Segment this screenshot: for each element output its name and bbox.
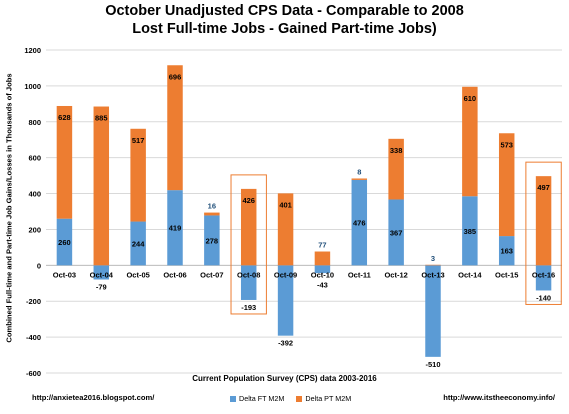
data-label-ft: -43 bbox=[317, 280, 328, 289]
data-label-ft: -140 bbox=[536, 293, 551, 302]
data-label-ft: -510 bbox=[425, 360, 440, 369]
data-label-pt: 696 bbox=[169, 72, 182, 81]
y-tick-label: 0 bbox=[37, 261, 41, 270]
bar-pt bbox=[462, 86, 478, 197]
data-label-ft: 419 bbox=[169, 224, 182, 233]
x-tick-label: Oct-06 bbox=[163, 270, 186, 279]
data-label-ft: 278 bbox=[206, 236, 219, 245]
x-tick-label: Oct-12 bbox=[384, 270, 407, 279]
bar-ft bbox=[535, 265, 552, 291]
y-axis-label: Combined Full-time and Part-time Job Gai… bbox=[4, 73, 14, 343]
x-tick-label: Oct-04 bbox=[90, 270, 114, 279]
y-tick-label: 1000 bbox=[24, 82, 41, 91]
x-tick-label: Oct-03 bbox=[53, 270, 76, 279]
data-label-pt: 610 bbox=[464, 94, 477, 103]
bar-pt bbox=[388, 138, 404, 200]
bar-pt bbox=[204, 212, 220, 216]
x-tick-label: Oct-07 bbox=[200, 270, 223, 279]
y-tick-label: -200 bbox=[26, 297, 41, 306]
data-label-pt: 885 bbox=[95, 114, 108, 123]
data-label-pt: 338 bbox=[390, 146, 403, 155]
data-label-pt: 77 bbox=[318, 241, 326, 250]
x-tick-label: Oct-09 bbox=[274, 270, 297, 279]
bar-ft bbox=[462, 196, 478, 266]
data-label-pt: 8 bbox=[357, 167, 361, 176]
y-tick-label: 1200 bbox=[24, 46, 41, 55]
legend-item-ft: Delta FT M2M bbox=[230, 394, 284, 403]
legend-label-ft: Delta FT M2M bbox=[239, 394, 285, 403]
bar-pt bbox=[498, 133, 515, 237]
bar-ft bbox=[351, 179, 368, 266]
chart-title: October Unadjusted CPS Data - Comparable… bbox=[105, 3, 464, 19]
x-tick-label: Oct-05 bbox=[126, 270, 149, 279]
y-tick-label: 400 bbox=[28, 190, 41, 199]
bar-ft bbox=[498, 236, 515, 266]
y-tick-label: -600 bbox=[26, 369, 41, 378]
x-axis-label: Current Population Survey (CPS) data 200… bbox=[192, 374, 377, 383]
data-label-ft: 476 bbox=[353, 219, 366, 228]
bar-ft bbox=[425, 265, 441, 357]
y-tick-label: -400 bbox=[26, 333, 41, 342]
bar-pt bbox=[167, 65, 183, 191]
bar-ft bbox=[277, 265, 294, 336]
data-label-pt: 517 bbox=[132, 136, 145, 145]
bar-ft bbox=[167, 190, 183, 266]
x-tick-label: Oct-11 bbox=[348, 270, 371, 279]
y-axis-label-box: Combined Full-time and Part-time Job Gai… bbox=[2, 68, 16, 348]
bar-pt bbox=[425, 264, 441, 266]
data-label-pt: 16 bbox=[208, 202, 216, 211]
data-label-ft: 163 bbox=[500, 247, 513, 256]
data-label-pt: 628 bbox=[58, 113, 71, 122]
x-tick-label: Oct-16 bbox=[532, 270, 555, 279]
data-label-pt: 3 bbox=[431, 254, 435, 263]
source-url-right: http://www.itstheeconomy.info/ bbox=[443, 393, 555, 402]
data-label-ft: -79 bbox=[96, 283, 107, 292]
y-tick-label: 600 bbox=[28, 154, 41, 163]
bar-ft bbox=[56, 218, 73, 266]
legend-label-pt: Delta PT M2M bbox=[305, 394, 352, 403]
x-tick-label: Oct-13 bbox=[421, 270, 444, 279]
data-label-pt: 497 bbox=[537, 183, 550, 192]
data-label-ft: 385 bbox=[464, 227, 477, 236]
legend: Delta FT M2M Delta PT M2M bbox=[230, 394, 351, 403]
bar-pt bbox=[93, 106, 110, 266]
bar-ft bbox=[314, 265, 331, 274]
chart-subtitle: Lost Full-time Jobs - Gained Part-time J… bbox=[132, 21, 437, 37]
bar-pt bbox=[314, 251, 331, 266]
x-tick-label: Oct-08 bbox=[237, 270, 260, 279]
source-url-left: http://anxietea2016.blogspot.com/ bbox=[32, 393, 155, 402]
bar-ft bbox=[388, 199, 404, 266]
legend-swatch-ft bbox=[230, 395, 236, 402]
bar-pt bbox=[277, 193, 294, 266]
bar-pt bbox=[535, 176, 552, 266]
data-label-ft: 367 bbox=[390, 228, 403, 237]
y-tick-label: 200 bbox=[28, 225, 41, 234]
bar-pt bbox=[130, 128, 146, 222]
x-tick-label: Oct-14 bbox=[458, 270, 482, 279]
bar-pt bbox=[240, 188, 257, 266]
bar-ft bbox=[204, 215, 220, 266]
highlight-box bbox=[230, 174, 267, 315]
bar-pt bbox=[56, 105, 73, 219]
data-label-ft: 244 bbox=[132, 239, 145, 248]
bar-pt bbox=[351, 178, 368, 180]
legend-swatch-pt bbox=[296, 395, 303, 402]
x-tick-label: Oct-15 bbox=[495, 270, 518, 279]
legend-item-pt: Delta PT M2M bbox=[296, 394, 351, 403]
bar-ft bbox=[240, 265, 257, 300]
x-tick-label: Oct-10 bbox=[311, 270, 334, 279]
bar-ft bbox=[93, 265, 110, 280]
highlight-box bbox=[525, 161, 562, 305]
bar-ft bbox=[130, 221, 146, 266]
data-label-ft: -193 bbox=[241, 303, 256, 312]
data-label-pt: 426 bbox=[242, 196, 255, 205]
y-tick-label: 800 bbox=[28, 118, 41, 127]
data-label-pt: 401 bbox=[279, 200, 292, 209]
data-label-ft: -392 bbox=[278, 339, 293, 348]
data-label-ft: 260 bbox=[58, 238, 71, 247]
data-label-pt: 573 bbox=[500, 140, 513, 149]
